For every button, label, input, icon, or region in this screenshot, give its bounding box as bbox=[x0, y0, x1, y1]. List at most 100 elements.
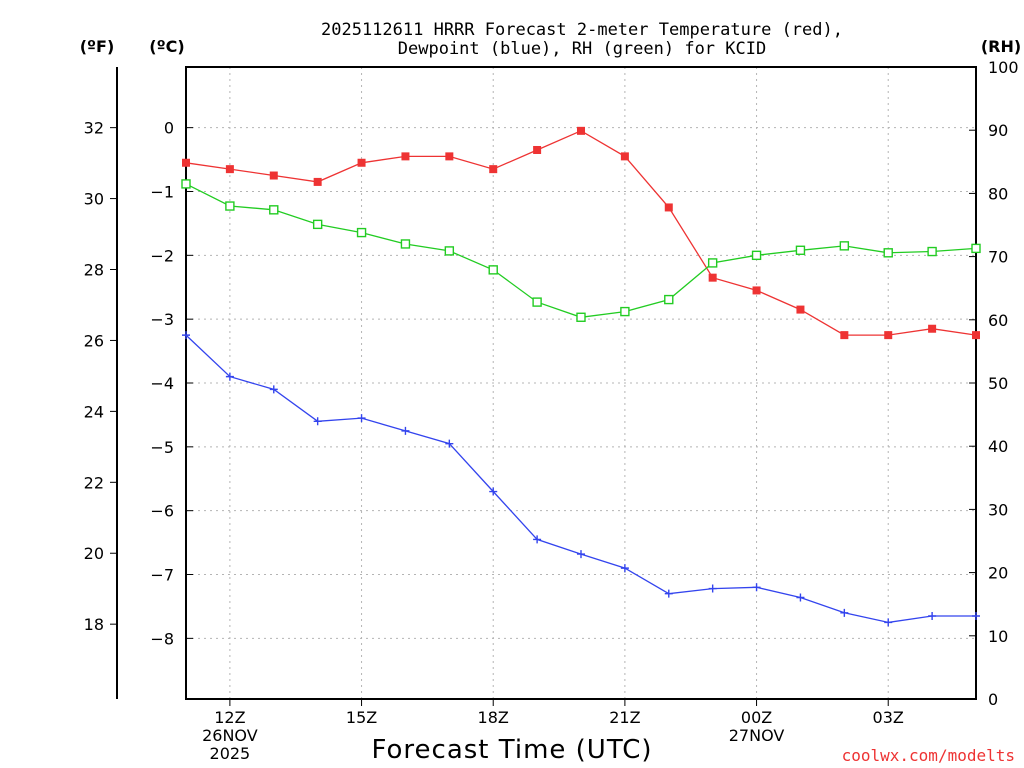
dewpoint-point bbox=[269, 385, 278, 394]
fahrenheit-tick-label: 30 bbox=[84, 190, 104, 209]
dewpoint-point bbox=[796, 593, 805, 602]
celsius-tick-label: −4 bbox=[150, 374, 174, 393]
rh-point bbox=[795, 245, 806, 255]
fahrenheit-tick-label: 28 bbox=[84, 261, 104, 280]
celsius-tick-label: −3 bbox=[150, 310, 174, 329]
rh-point bbox=[356, 227, 367, 238]
dewpoint-point bbox=[533, 535, 542, 544]
temperature-point bbox=[182, 158, 190, 167]
rh-point bbox=[664, 294, 674, 305]
rh-tick-label: 100 bbox=[988, 58, 1019, 77]
rh-point bbox=[707, 258, 718, 268]
celsius-tick-label: −2 bbox=[150, 246, 174, 265]
rh-point bbox=[532, 297, 542, 307]
x-tick-label: 15Z bbox=[346, 708, 377, 727]
temperature-line bbox=[185, 130, 977, 336]
rh-point bbox=[225, 201, 235, 211]
dewpoint-point bbox=[884, 618, 893, 627]
x-date-label: 27NOV bbox=[729, 726, 785, 745]
fahrenheit-tick-label: 18 bbox=[84, 615, 104, 634]
dewpoint-point bbox=[708, 584, 717, 593]
dewpoint-point bbox=[664, 589, 673, 598]
plot-frame bbox=[185, 66, 977, 700]
x-tick-label: 03Z bbox=[873, 708, 904, 727]
rh-tick-label: 20 bbox=[988, 564, 1008, 583]
temperature-point bbox=[708, 273, 717, 282]
rh-tick-label: 60 bbox=[988, 311, 1008, 330]
rh-tick-label: 70 bbox=[988, 248, 1008, 267]
rh-point bbox=[181, 179, 191, 189]
temperature-point bbox=[445, 152, 454, 161]
dewpoint-point bbox=[489, 487, 498, 496]
dewpoint-line bbox=[185, 334, 976, 624]
rh-point bbox=[488, 265, 498, 275]
fahrenheit-unit-label: (ºF) bbox=[80, 37, 115, 56]
credit-text: coolwx.com/modelts bbox=[842, 746, 1015, 765]
series-layer bbox=[181, 126, 981, 627]
rh-point bbox=[620, 306, 630, 317]
celsius-unit-label: (ºC) bbox=[149, 37, 184, 56]
temperature-point bbox=[269, 171, 278, 180]
x-axis-title: Forecast Time (UTC) bbox=[371, 735, 652, 765]
x-tick-label: 00Z bbox=[741, 708, 772, 727]
fahrenheit-tick-label: 26 bbox=[84, 331, 104, 350]
temperature-point bbox=[884, 331, 893, 340]
temperature-point bbox=[972, 331, 980, 340]
rh-point bbox=[883, 248, 893, 258]
temperature-point bbox=[489, 165, 498, 174]
temperature-point bbox=[620, 152, 629, 161]
x-tick-label: 12Z bbox=[214, 708, 245, 727]
dewpoint-point bbox=[225, 372, 234, 381]
temperature-point bbox=[533, 145, 542, 154]
rh-tick-label: 0 bbox=[988, 690, 998, 709]
rh-unit-label: (RH) bbox=[981, 37, 1021, 56]
rh-tick-label: 40 bbox=[988, 437, 1008, 456]
temperature-point bbox=[796, 305, 805, 314]
rh-point bbox=[312, 219, 323, 230]
dewpoint-point bbox=[928, 612, 937, 621]
temperature-point bbox=[357, 158, 366, 167]
rh-point bbox=[927, 246, 937, 257]
celsius-tick-label: 0 bbox=[164, 119, 174, 138]
dewpoint-point bbox=[577, 550, 585, 559]
rh-line bbox=[185, 183, 977, 318]
fahrenheit-tick-label: 22 bbox=[84, 473, 104, 492]
celsius-tick-label: −6 bbox=[150, 502, 174, 521]
x-date-label: 2025 bbox=[210, 744, 251, 763]
celsius-tick-label: −7 bbox=[150, 566, 174, 585]
dewpoint-point bbox=[401, 426, 410, 435]
temperature-point bbox=[840, 331, 849, 340]
dewpoint-point bbox=[620, 564, 629, 573]
fahrenheit-tick-label: 24 bbox=[84, 402, 104, 421]
dewpoint-point bbox=[445, 439, 454, 448]
temperature-point bbox=[664, 203, 673, 212]
celsius-tick-label: −8 bbox=[150, 629, 174, 648]
dewpoint-point bbox=[357, 414, 366, 423]
fahrenheit-tick-label: 32 bbox=[84, 119, 104, 138]
celsius-tick-label: −5 bbox=[150, 438, 174, 457]
x-tick-label: 18Z bbox=[478, 708, 509, 727]
rh-tick-label: 50 bbox=[988, 374, 1008, 393]
temperature-point bbox=[928, 324, 937, 333]
chart-title-line-1: 2025112611 HRRR Forecast 2-meter Tempera… bbox=[321, 20, 843, 40]
x-tick-label: 21Z bbox=[609, 708, 640, 727]
celsius-tick-label: −1 bbox=[150, 182, 174, 201]
temperature-point bbox=[752, 286, 761, 295]
grid bbox=[186, 67, 976, 699]
temperature-point bbox=[401, 152, 410, 161]
rh-point bbox=[971, 243, 981, 254]
rh-point bbox=[269, 205, 279, 215]
rh-tick-label: 90 bbox=[988, 121, 1008, 140]
fahrenheit-tick-label: 20 bbox=[84, 544, 104, 563]
dewpoint-point bbox=[752, 583, 761, 592]
rh-point bbox=[751, 250, 762, 261]
rh-point bbox=[576, 312, 586, 322]
rh-point bbox=[444, 246, 455, 256]
dewpoint-point bbox=[840, 608, 849, 617]
chart-title-line-2: Dewpoint (blue), RH (green) for KCID bbox=[398, 39, 766, 59]
rh-point bbox=[400, 239, 411, 249]
temperature-point bbox=[225, 165, 234, 174]
rh-tick-label: 80 bbox=[988, 184, 1008, 203]
